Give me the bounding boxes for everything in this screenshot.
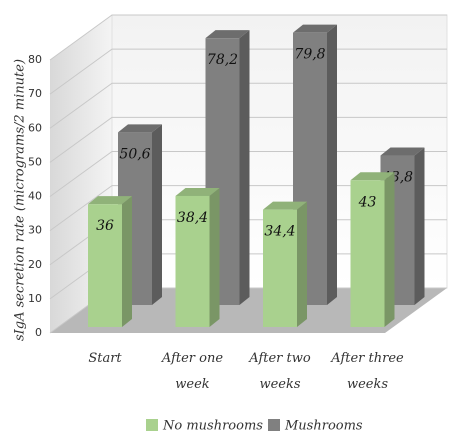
x-tick-label: Start bbox=[88, 351, 122, 366]
value-label: 78,2 bbox=[207, 52, 238, 68]
value-label: 34,4 bbox=[264, 224, 295, 240]
bar-front bbox=[263, 209, 297, 327]
y-tick-label: 20 bbox=[28, 258, 42, 271]
bar: 43 bbox=[350, 172, 395, 327]
bar-top bbox=[293, 24, 337, 33]
bar-top bbox=[263, 201, 307, 210]
y-tick-label: 60 bbox=[28, 121, 42, 134]
bar-front bbox=[88, 204, 122, 327]
y-tick-label: 0 bbox=[35, 326, 42, 339]
legend-label: No mushrooms bbox=[162, 419, 263, 434]
bar-side bbox=[122, 196, 132, 327]
bar: 36 bbox=[88, 196, 132, 327]
y-axis-label: sIgA secretion rate (micrograms/2 minute… bbox=[13, 59, 28, 341]
y-tick-label: 10 bbox=[28, 292, 42, 305]
value-label: 36 bbox=[96, 218, 114, 234]
legend-label: Mushrooms bbox=[284, 419, 363, 434]
legend-swatch bbox=[146, 419, 158, 431]
y-tick-label: 70 bbox=[28, 87, 42, 100]
bar: 34,4 bbox=[263, 201, 307, 327]
bar-side bbox=[384, 172, 395, 327]
value-label: 50,6 bbox=[119, 146, 150, 162]
y-tick-label: 40 bbox=[28, 190, 42, 203]
bar-side bbox=[152, 124, 162, 305]
bar-side bbox=[209, 187, 220, 327]
bar-front bbox=[175, 195, 210, 327]
x-tick-label: After one week bbox=[161, 351, 224, 392]
bar-side bbox=[297, 201, 307, 327]
y-tick-label: 50 bbox=[28, 155, 42, 168]
bar-side bbox=[414, 147, 425, 305]
y-tick-label: 30 bbox=[28, 224, 42, 237]
bar-top bbox=[205, 30, 250, 39]
bar-top bbox=[118, 124, 162, 133]
bar-top bbox=[350, 172, 395, 181]
x-tick-label: After two weeks bbox=[249, 351, 311, 392]
y-tick-label: 80 bbox=[28, 53, 42, 66]
x-tick-label: After three weeks bbox=[331, 351, 404, 392]
bar-top bbox=[380, 147, 425, 156]
value-label: 38,4 bbox=[177, 210, 208, 226]
bar-top bbox=[175, 187, 220, 196]
legend-swatch bbox=[268, 419, 280, 431]
bar-side bbox=[327, 24, 337, 306]
bar-top bbox=[88, 196, 132, 205]
bar-side bbox=[239, 30, 250, 306]
grid-line bbox=[49, 14, 447, 61]
bar-front bbox=[350, 180, 385, 327]
value-label: 79,8 bbox=[294, 47, 325, 63]
value-label: 43 bbox=[358, 194, 377, 210]
bar: 38,4 bbox=[175, 187, 220, 327]
